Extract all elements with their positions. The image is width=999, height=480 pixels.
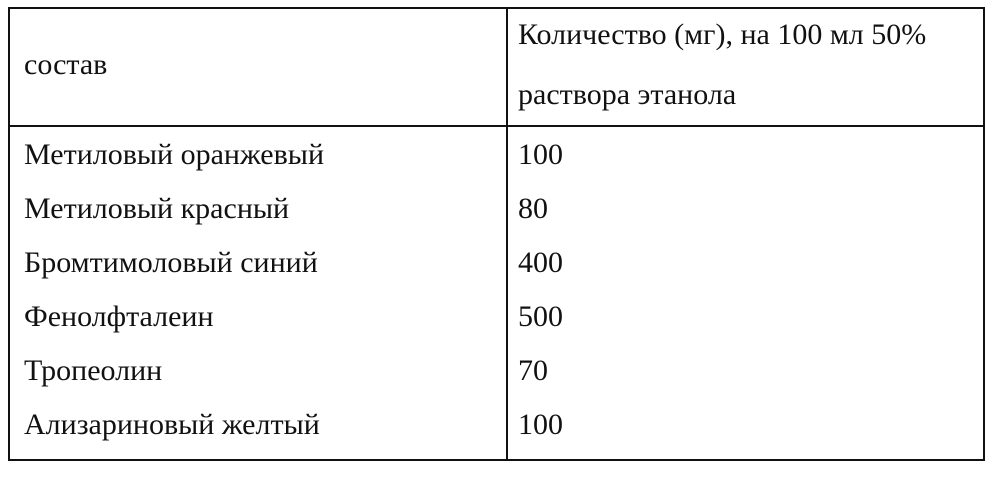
row-amount: 100 bbox=[518, 138, 563, 171]
row-amount: 100 bbox=[518, 408, 563, 441]
row-name: Метиловый красный bbox=[24, 192, 290, 225]
composition-table: состав Количество (мг), на 100 мл 50% ра… bbox=[8, 7, 985, 461]
row-name: Ализариновый желтый bbox=[24, 408, 320, 441]
header-composition: состав bbox=[24, 48, 108, 81]
header-amount-line2: раствора этанола bbox=[518, 78, 737, 111]
row-name: Фенолфталеин bbox=[24, 300, 214, 333]
row-name: Метиловый оранжевый bbox=[24, 138, 324, 171]
row-amount: 80 bbox=[518, 192, 548, 225]
row-name: Бромтимоловый синий bbox=[24, 246, 318, 279]
row-amount: 400 bbox=[518, 246, 563, 279]
row-amount: 70 bbox=[518, 354, 548, 387]
row-amount: 500 bbox=[518, 300, 563, 333]
header-divider bbox=[10, 125, 983, 127]
row-name: Тропеолин bbox=[24, 354, 163, 387]
header-amount-line1: Количество (мг), на 100 мл 50% bbox=[518, 18, 927, 51]
column-divider bbox=[506, 9, 508, 459]
